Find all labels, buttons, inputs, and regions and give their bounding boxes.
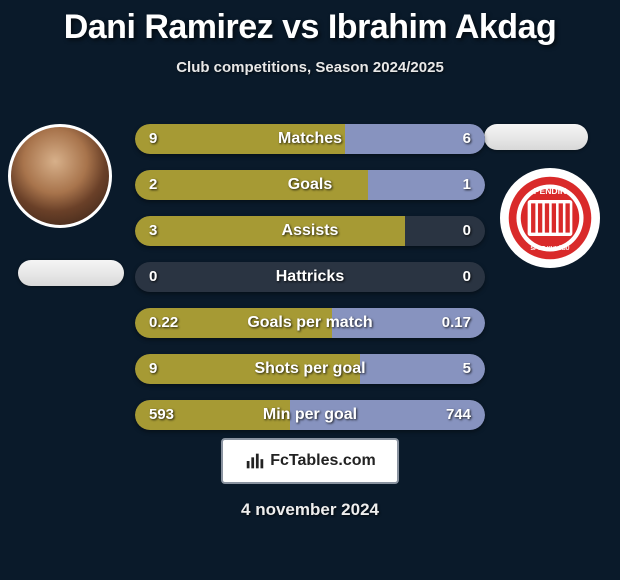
player2-badge: PENDIK SPOR KULÜBÜ xyxy=(500,168,600,268)
stat-label: Min per goal xyxy=(135,400,485,430)
stat-label: Hattricks xyxy=(135,262,485,292)
brand-text: FcTables.com xyxy=(270,452,376,470)
stat-value-right: 1 xyxy=(463,170,471,200)
stat-row: 0.22Goals per match0.17 xyxy=(135,308,485,338)
stats-container: 9Matches62Goals13Assists00Hattricks00.22… xyxy=(135,124,485,446)
title-player2: Ibrahim Akdag xyxy=(328,8,556,46)
stat-row: 2Goals1 xyxy=(135,170,485,200)
stat-label: Goals xyxy=(135,170,485,200)
player1-avatar xyxy=(8,124,112,228)
stat-label: Assists xyxy=(135,216,485,246)
player2-flag xyxy=(484,124,588,150)
chart-icon xyxy=(244,450,266,472)
title-vs: vs xyxy=(282,8,319,46)
stat-value-right: 0 xyxy=(463,262,471,292)
player1-flag xyxy=(18,260,124,286)
stat-row: 9Shots per goal5 xyxy=(135,354,485,384)
subtitle: Club competitions, Season 2024/2025 xyxy=(0,59,620,76)
stat-value-right: 0 xyxy=(463,216,471,246)
svg-text:SPOR KULÜBÜ: SPOR KULÜBÜ xyxy=(530,245,569,252)
stat-row: 9Matches6 xyxy=(135,124,485,154)
page-title: Dani Ramirez vs Ibrahim Akdag xyxy=(0,0,620,47)
stat-row: 0Hattricks0 xyxy=(135,262,485,292)
stat-label: Goals per match xyxy=(135,308,485,338)
stat-value-right: 744 xyxy=(446,400,471,430)
svg-text:PENDIK: PENDIK xyxy=(534,186,567,196)
stat-value-right: 0.17 xyxy=(442,308,471,338)
title-player1: Dani Ramirez xyxy=(64,8,273,46)
stat-value-right: 6 xyxy=(463,124,471,154)
stat-value-right: 5 xyxy=(463,354,471,384)
stat-row: 3Assists0 xyxy=(135,216,485,246)
stat-label: Matches xyxy=(135,124,485,154)
stat-row: 593Min per goal744 xyxy=(135,400,485,430)
footer-date: 4 november 2024 xyxy=(0,500,620,520)
stat-label: Shots per goal xyxy=(135,354,485,384)
brand-badge: FcTables.com xyxy=(221,438,399,484)
club-badge-icon: PENDIK SPOR KULÜBÜ xyxy=(507,175,593,261)
